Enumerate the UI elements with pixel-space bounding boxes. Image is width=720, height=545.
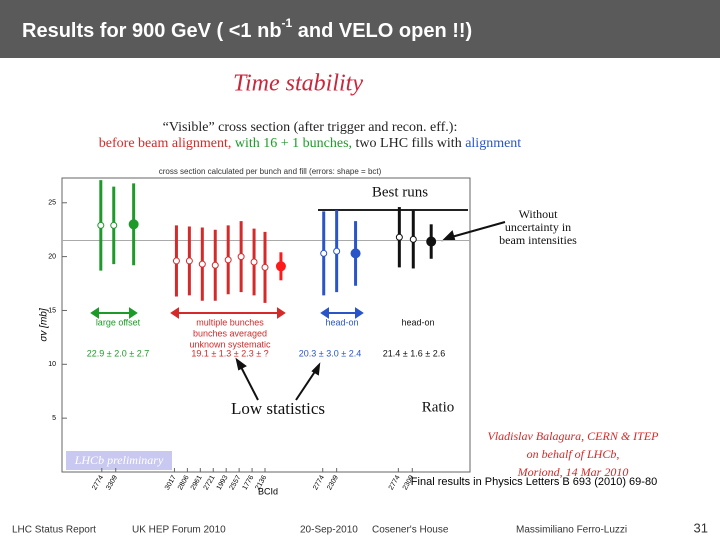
annotation: 20.3 ± 3.0 ± 2.4	[299, 348, 361, 358]
annotation: Moriond, 14 Mar 2010	[517, 465, 629, 479]
point	[409, 235, 417, 243]
title-bar	[0, 0, 720, 58]
arrow	[90, 307, 138, 319]
footer-item: LHC Status Report	[12, 525, 96, 536]
point	[128, 219, 139, 230]
x-tick-label: 2309	[326, 474, 340, 491]
point	[198, 260, 206, 268]
title-text: Results for 900 GeV ( <1 nb	[22, 20, 282, 42]
intro-part: alignment	[465, 136, 521, 151]
point	[211, 261, 219, 269]
point	[110, 221, 118, 229]
x-tick-label: 3017	[164, 474, 178, 491]
annotation: Ratio	[422, 399, 455, 415]
annotation: unknown systematic	[189, 339, 271, 349]
heading: Time stability	[233, 71, 363, 97]
y-axis-label: σv [mb]	[39, 308, 50, 341]
annotation: head-on	[401, 317, 434, 327]
point	[185, 257, 193, 265]
annotation: bunches averaged	[193, 328, 267, 338]
chart: cross section calculated per bunch and f…	[39, 167, 660, 496]
intro-part: two LHC fills with	[356, 136, 466, 151]
x-tick-label: 1993	[216, 474, 230, 491]
point	[350, 248, 361, 259]
title-end: and VELO open !!)	[292, 20, 472, 42]
annotation: LHCb preliminary	[74, 453, 164, 467]
y-tick-label: 20	[48, 253, 56, 260]
slide-title: Results for 900 GeV ( <1 nb-1 and VELO o…	[22, 16, 472, 42]
intro-line: before beam alignment, with 16 + 1 bunch…	[99, 136, 522, 151]
x-tick-label: 2774	[91, 474, 105, 491]
point	[261, 263, 269, 271]
annotation: Best runs	[372, 184, 428, 200]
page-number: 31	[694, 520, 708, 535]
footer-item: UK HEP Forum 2010	[132, 525, 226, 536]
reference: Final results in Physics Letters B 693 (…	[411, 476, 657, 488]
x-axis-label: BCId	[258, 486, 278, 496]
y-tick-label: 5	[52, 415, 56, 422]
x-tick-label: 2774	[312, 474, 326, 491]
x-tick-label: 2557	[229, 474, 243, 491]
intro-part: with 16 + 1 bunches,	[235, 136, 356, 151]
x-tick-label: 2774	[388, 474, 402, 491]
annotation: uncertainty in	[505, 220, 571, 234]
arrow	[320, 307, 364, 319]
chart-title: cross section calculated per bunch and f…	[159, 167, 382, 176]
annotation: beam intensities	[499, 233, 577, 247]
footer-item: 20-Sep-2010	[300, 525, 358, 536]
preliminary-box	[66, 451, 172, 470]
arrow	[170, 307, 286, 319]
annotation: Vladislav Balagura, CERN & ITEP	[488, 429, 660, 443]
y-tick-label: 25	[48, 200, 56, 207]
annotation: large offset	[96, 317, 141, 327]
point	[172, 257, 180, 265]
point	[97, 221, 105, 229]
point	[275, 261, 286, 272]
annotation: 19.1 ± 1.3 ± 2.3 ± ?	[191, 348, 268, 358]
annotation: multiple bunches	[196, 317, 264, 327]
x-tick-label: 2806	[177, 474, 191, 491]
point	[237, 253, 245, 261]
x-tick-label: 2961	[190, 474, 204, 491]
point	[426, 236, 437, 247]
arrow	[235, 209, 506, 401]
point	[224, 256, 232, 264]
annotation: head-on	[325, 317, 358, 327]
annotation: 22.9 ± 2.0 ± 2.7	[87, 348, 149, 358]
footer-item: Cosener's House	[372, 525, 449, 536]
x-tick-label: 2721	[203, 474, 217, 491]
footer: LHC Status Report UK HEP Forum 2010 20-S…	[12, 520, 708, 535]
title-sup: -1	[282, 16, 293, 30]
annotation: on behalf of LHCb,	[527, 447, 620, 461]
annotation: Low statistics	[231, 399, 325, 418]
point	[250, 258, 258, 266]
point	[395, 233, 403, 241]
x-tick-label: 3309	[105, 474, 119, 491]
y-tick-label: 15	[48, 307, 56, 314]
intro-line: “Visible” cross section (after trigger a…	[163, 120, 458, 135]
intro-part: before beam alignment,	[99, 136, 235, 151]
x-tick-label: 1776	[242, 474, 256, 491]
annotation: Without	[519, 207, 559, 221]
annotation: 21.4 ± 1.6 ± 2.6	[383, 348, 445, 358]
footer-item: Massimiliano Ferro-Luzzi	[516, 525, 627, 536]
point	[333, 247, 341, 255]
y-tick-label: 10	[48, 361, 56, 368]
point	[320, 249, 328, 257]
